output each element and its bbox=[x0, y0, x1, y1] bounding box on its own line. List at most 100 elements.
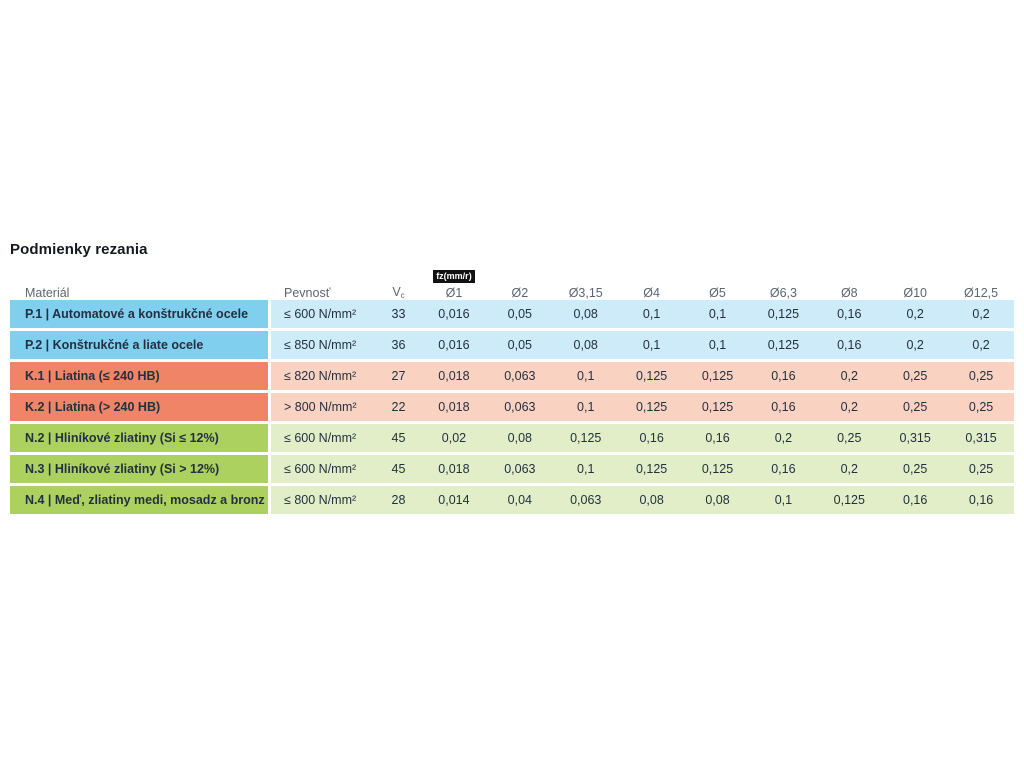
fz-value-cell: 0,018 bbox=[438, 369, 470, 383]
fz-values-group: 0,018 0,063 0,1 0,125 0,125 0,16 0,2 0,25 0,25 bbox=[421, 362, 1014, 390]
col-header-material: Materiál bbox=[25, 286, 70, 300]
diameter-header-label: Ø2 bbox=[511, 286, 529, 300]
vc-cell: 28 bbox=[391, 493, 406, 507]
fz-value-cell: 0,315 bbox=[899, 431, 931, 445]
fz-value-cell: 0,04 bbox=[507, 493, 532, 507]
row-values-block: ≤ 800 N/mm² 28 0,014 0,04 0,063 0,08 0,08 0,1 0,… bbox=[271, 486, 1014, 514]
fz-value-cell: 0,018 bbox=[438, 400, 470, 414]
fz-value-cell: 0,16 bbox=[837, 307, 862, 321]
col-header-diameter-6: Ø6,3 bbox=[750, 286, 816, 300]
fz-value-cell: 0,125 bbox=[570, 431, 602, 445]
vc-subscript: c bbox=[400, 291, 405, 300]
fz-value-cell: 0,1 bbox=[642, 338, 661, 352]
col-header-diameter-3: Ø3,15 bbox=[553, 286, 619, 300]
fz-value-cell: 0,125 bbox=[635, 369, 668, 383]
fz-value-cell: 0,2 bbox=[840, 400, 858, 414]
fz-value-cell: 0,063 bbox=[570, 493, 602, 507]
table-row-k1: K.1 | Liatina (≤ 240 HB) ≤ 820 N/mm² 27 0,0… bbox=[10, 362, 1014, 390]
fz-value-cell: 0,1 bbox=[708, 338, 727, 352]
fz-value-cell: 0,014 bbox=[438, 493, 470, 507]
col-header-vc: Vc bbox=[376, 285, 421, 300]
row-values-block: ≤ 600 N/mm² 45 0,018 0,063 0,1 0,125 0,125 0,16… bbox=[271, 455, 1014, 483]
fz-value-cell: 0,2 bbox=[906, 307, 924, 321]
table-header-rest: Pevnosť Vc fz(mm/r) Ø1 Ø2 Ø3,15 Ø4 Ø5 Ø6,3 Ø8 Ø1… bbox=[271, 270, 1014, 300]
fz-values-group: 0,02 0,08 0,125 0,16 0,16 0,2 0,25 0,315 0,315 bbox=[421, 424, 1014, 452]
fz-value-cell: 0,1 bbox=[577, 400, 595, 414]
vc-cell: 22 bbox=[391, 400, 406, 414]
table-row-k2: K.2 | Liatina (> 240 HB) > 800 N/mm² 22 0,0… bbox=[10, 393, 1014, 421]
material-cell: N.4 | Meď, zliatiny medi, mosadz a bronz bbox=[10, 486, 268, 514]
fz-value-cell: 0,125 bbox=[701, 400, 734, 414]
fz-values-group: 0,018 0,063 0,1 0,125 0,125 0,16 0,2 0,25 0,25 bbox=[421, 393, 1014, 421]
table-header-row: Materiál Pevnosť Vc fz(mm/r) Ø1 Ø2 Ø3,15 Ø4 Ø… bbox=[10, 264, 1014, 300]
fz-value-cell: 0,2 bbox=[840, 369, 858, 383]
material-cell: K.2 | Liatina (> 240 HB) bbox=[10, 393, 268, 421]
row-values-block: ≤ 820 N/mm² 27 0,018 0,063 0,1 0,125 0,125 0,16… bbox=[271, 362, 1014, 390]
fz-value-cell: 0,25 bbox=[903, 400, 928, 414]
col-header-diameter-9: Ø12,5 bbox=[948, 286, 1014, 300]
fz-value-cell: 0,1 bbox=[774, 493, 793, 507]
fz-value-cell: 0,16 bbox=[639, 431, 664, 445]
fz-value-cell: 0,08 bbox=[573, 338, 598, 352]
fz-value-cell: 0,125 bbox=[701, 462, 734, 476]
fz-value-cell: 0,08 bbox=[639, 493, 664, 507]
fz-values-group: 0,016 0,05 0,08 0,1 0,1 0,125 0,16 0,2 0,2 bbox=[421, 331, 1014, 359]
strength-cell: ≤ 800 N/mm² bbox=[284, 493, 357, 507]
strength-cell: ≤ 600 N/mm² bbox=[284, 431, 357, 445]
material-cell: N.3 | Hliníkové zliatiny (Si > 12%) bbox=[10, 455, 268, 483]
fz-value-cell: 0,16 bbox=[968, 493, 994, 507]
fz-value-cell: 0,25 bbox=[903, 462, 928, 476]
fz-value-cell: 0,25 bbox=[968, 462, 994, 476]
row-values-block: ≤ 850 N/mm² 36 0,016 0,05 0,08 0,1 0,1 0,125 0,1… bbox=[271, 331, 1014, 359]
diameter-header-label: Ø4 bbox=[643, 286, 660, 300]
fz-value-cell: 0,2 bbox=[840, 462, 858, 476]
fz-value-cell: 0,063 bbox=[504, 400, 536, 414]
fz-value-cell: 0,125 bbox=[833, 493, 865, 507]
material-cell: P.2 | Konštrukčné a liate ocele bbox=[10, 331, 268, 359]
fz-value-cell: 0,16 bbox=[771, 369, 796, 383]
cutting-conditions-section: Podmienky rezania Materiál Pevnosť Vc fz… bbox=[10, 241, 1014, 517]
vc-label: V bbox=[392, 285, 401, 299]
vc-cell: 33 bbox=[391, 307, 406, 321]
fz-unit-badge: fz(mm/r) bbox=[433, 270, 475, 283]
row-values-block: ≤ 600 N/mm² 45 0,02 0,08 0,125 0,16 0,16 0,2 0,2… bbox=[271, 424, 1014, 452]
col-header-diameter-5: Ø5 bbox=[685, 286, 751, 300]
table-body: P.1 | Automatové a konštrukčné ocele ≤ 60… bbox=[10, 300, 1014, 514]
col-header-diameter-2: Ø2 bbox=[487, 286, 553, 300]
fz-value-cell: 0,018 bbox=[438, 462, 470, 476]
fz-value-cell: 0,1 bbox=[708, 307, 727, 321]
table-row-p2: P.2 | Konštrukčné a liate ocele ≤ 850 N/m… bbox=[10, 331, 1014, 359]
fz-value-cell: 0,063 bbox=[504, 462, 536, 476]
material-cell: K.1 | Liatina (≤ 240 HB) bbox=[10, 362, 268, 390]
vc-cell: 45 bbox=[391, 431, 406, 445]
fz-value-cell: 0,25 bbox=[968, 369, 994, 383]
fz-value-cell: 0,25 bbox=[903, 369, 928, 383]
strength-cell: > 800 N/mm² bbox=[284, 400, 357, 414]
cutting-conditions-table: Materiál Pevnosť Vc fz(mm/r) Ø1 Ø2 Ø3,15 Ø4 Ø… bbox=[10, 264, 1014, 514]
fz-value-cell: 0,125 bbox=[635, 400, 668, 414]
diameter-header-label: Ø12,5 bbox=[964, 286, 999, 300]
diameter-header-group: fz(mm/r) Ø1 Ø2 Ø3,15 Ø4 Ø5 Ø6,3 Ø8 Ø10 Ø12,5 bbox=[421, 270, 1014, 300]
vc-cell: 36 bbox=[391, 338, 406, 352]
fz-value-cell: 0,16 bbox=[771, 462, 796, 476]
col-header-diameter-1: fz(mm/r) Ø1 bbox=[421, 270, 487, 300]
strength-cell: ≤ 600 N/mm² bbox=[284, 462, 357, 476]
fz-value-cell: 0,08 bbox=[507, 431, 532, 445]
fz-value-cell: 0,16 bbox=[903, 493, 928, 507]
fz-value-cell: 0,125 bbox=[701, 369, 734, 383]
fz-value-cell: 0,2 bbox=[906, 338, 924, 352]
fz-value-cell: 0,25 bbox=[837, 431, 862, 445]
diameter-header-label: Ø5 bbox=[709, 286, 726, 300]
fz-value-cell: 0,2 bbox=[972, 307, 990, 321]
row-values-block: > 800 N/mm² 22 0,018 0,063 0,1 0,125 0,125 0,16… bbox=[271, 393, 1014, 421]
fz-values-group: 0,016 0,05 0,08 0,1 0,1 0,125 0,16 0,2 0,2 bbox=[421, 300, 1014, 328]
fz-value-cell: 0,125 bbox=[767, 307, 800, 321]
fz-value-cell: 0,16 bbox=[705, 431, 730, 445]
col-header-strength: Pevnosť bbox=[284, 286, 331, 300]
fz-values-group: 0,018 0,063 0,1 0,125 0,125 0,16 0,2 0,25 0,25 bbox=[421, 455, 1014, 483]
fz-value-cell: 0,02 bbox=[441, 431, 467, 445]
fz-value-cell: 0,016 bbox=[438, 338, 470, 352]
fz-value-cell: 0,315 bbox=[965, 431, 997, 445]
table-row-n3: N.3 | Hliníkové zliatiny (Si > 12%) ≤ 600… bbox=[10, 455, 1014, 483]
fz-values-group: 0,014 0,04 0,063 0,08 0,08 0,1 0,125 0,16 0,16 bbox=[421, 486, 1014, 514]
